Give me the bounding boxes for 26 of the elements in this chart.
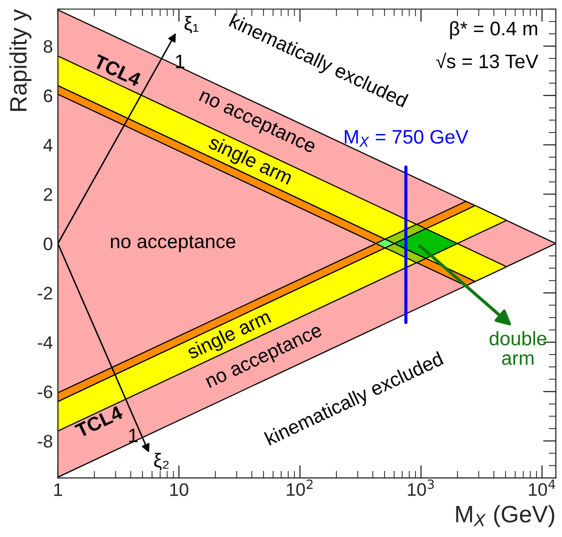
annotation: ξ₁ bbox=[184, 16, 198, 34]
y-tick-label: 0 bbox=[44, 237, 52, 250]
y-tick-label: -4 bbox=[38, 336, 52, 349]
x-tick-label: 10 bbox=[170, 483, 188, 496]
annotation: TCL4 bbox=[92, 54, 142, 87]
x-tick-label: 10$^{2}$ bbox=[286, 479, 313, 496]
y-tick-label: -6 bbox=[38, 386, 52, 398]
y-tick-label: 4 bbox=[43, 138, 52, 152]
annotation: β* = 0.4 m bbox=[450, 21, 538, 40]
annotation: √s = 13 TeV bbox=[436, 52, 538, 68]
annotation: ξ₂ bbox=[154, 452, 169, 470]
y-tick-label: 2 bbox=[44, 188, 52, 201]
x-tick-label: 10$^{4}$ bbox=[528, 480, 556, 496]
y-axis-title: Rapidity y bbox=[9, 9, 32, 111]
annotation: 1 bbox=[129, 428, 138, 442]
annotation: no acceptance bbox=[110, 236, 236, 252]
y-tick-label: -2 bbox=[38, 286, 52, 300]
x-axis-title: M$_{X}$ (GeV) bbox=[456, 505, 554, 528]
x-tick-label: 1 bbox=[54, 483, 62, 496]
annotation: double arm bbox=[490, 331, 546, 365]
series-label: M$_{X}$ = 750 GeV bbox=[344, 130, 468, 147]
annotation: TCL4 bbox=[74, 405, 124, 438]
y-tick-label: -8 bbox=[38, 434, 52, 448]
y-tick-label: 8 bbox=[44, 40, 52, 53]
y-tick-label: 6 bbox=[44, 89, 52, 102]
x-tick-label: 10$^{3}$ bbox=[408, 479, 434, 496]
